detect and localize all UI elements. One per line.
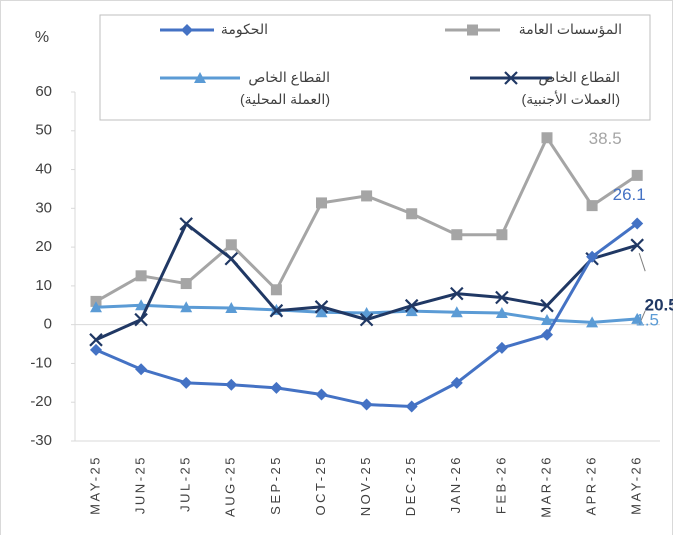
legend-label: الحكومة xyxy=(221,21,268,38)
y-tick-label: 0 xyxy=(44,316,52,333)
data-label: 1.5 xyxy=(635,310,659,329)
x-tick-label: FEB-26 xyxy=(493,455,508,514)
point xyxy=(496,229,508,241)
point xyxy=(541,328,553,341)
leader-line xyxy=(638,310,646,326)
y-tick-label: 10 xyxy=(35,277,52,294)
y-tick-label: -10 xyxy=(30,354,52,371)
point xyxy=(631,169,643,181)
y-tick-label: 40 xyxy=(35,161,52,178)
point xyxy=(405,400,418,413)
x-tick-label: NOV-25 xyxy=(358,455,373,516)
series-line xyxy=(95,134,639,303)
x-tick-label: MAY-26 xyxy=(629,455,644,515)
y-tick-label: -20 xyxy=(30,393,52,410)
y-axis-label: % xyxy=(35,29,49,46)
point xyxy=(586,250,599,263)
point xyxy=(135,270,147,282)
point xyxy=(180,278,192,290)
point xyxy=(270,381,283,394)
point xyxy=(90,343,102,356)
point xyxy=(541,314,553,326)
point xyxy=(586,316,599,328)
x-tick-label: MAY-25 xyxy=(87,455,102,515)
legend-box xyxy=(99,14,651,121)
point xyxy=(225,301,238,313)
y-tick-label: 20 xyxy=(35,238,52,255)
point xyxy=(135,363,148,376)
point xyxy=(180,301,193,313)
point xyxy=(134,312,148,327)
point xyxy=(224,251,239,266)
point xyxy=(269,303,284,318)
x-tick-label: JAN-26 xyxy=(448,455,463,513)
legend-label: المؤسسات العامة xyxy=(519,21,622,38)
y-tick-label: -30 xyxy=(30,432,52,449)
point xyxy=(450,306,463,318)
point xyxy=(135,299,148,311)
point xyxy=(360,398,373,411)
legend-marker xyxy=(181,24,193,36)
point xyxy=(315,306,328,318)
point xyxy=(316,197,327,209)
point xyxy=(631,217,644,230)
leader-line xyxy=(638,253,646,272)
legend-marker xyxy=(504,71,518,85)
x-tick-label: JUN-25 xyxy=(133,455,148,514)
point xyxy=(541,132,553,144)
data-label: 26.1 xyxy=(613,185,646,204)
y-tick-label: 50 xyxy=(35,122,52,139)
point xyxy=(405,305,418,317)
x-tick-label: MAR-26 xyxy=(538,455,553,518)
legend-label: القطاع الخاص (العملة المحلية) xyxy=(240,69,330,107)
point xyxy=(586,200,598,212)
point xyxy=(90,301,102,313)
point xyxy=(451,229,463,241)
point xyxy=(314,300,329,314)
legend-label: القطاع الخاص (العملات الأجنبية) xyxy=(522,69,620,107)
point xyxy=(315,388,328,401)
point xyxy=(89,333,103,347)
point xyxy=(225,239,237,251)
x-tick-label: AUG-25 xyxy=(223,455,238,517)
point xyxy=(630,238,644,252)
point xyxy=(450,376,463,389)
point xyxy=(404,298,419,313)
legend-marker xyxy=(467,24,478,36)
point xyxy=(540,298,554,313)
point xyxy=(631,312,644,324)
point xyxy=(406,208,418,220)
y-tick-label: 60 xyxy=(35,83,52,100)
x-tick-label: DEC-25 xyxy=(403,455,418,516)
x-tick-label: SEP-25 xyxy=(268,455,283,515)
point xyxy=(450,286,464,301)
x-tick-label: APR-26 xyxy=(584,455,599,516)
point xyxy=(270,284,282,296)
point xyxy=(361,190,373,202)
point xyxy=(225,378,238,391)
point xyxy=(179,217,193,231)
y-tick-label: 30 xyxy=(35,199,52,216)
point xyxy=(495,307,508,319)
legend-marker xyxy=(194,72,206,83)
data-label: 20.5 xyxy=(645,296,673,315)
x-tick-label: OCT-25 xyxy=(313,455,328,516)
point xyxy=(359,312,374,327)
point xyxy=(180,376,193,389)
point xyxy=(495,290,509,305)
data-label: 38.5 xyxy=(589,129,622,148)
x-tick-label: JUL-25 xyxy=(178,455,193,512)
point xyxy=(495,341,508,354)
